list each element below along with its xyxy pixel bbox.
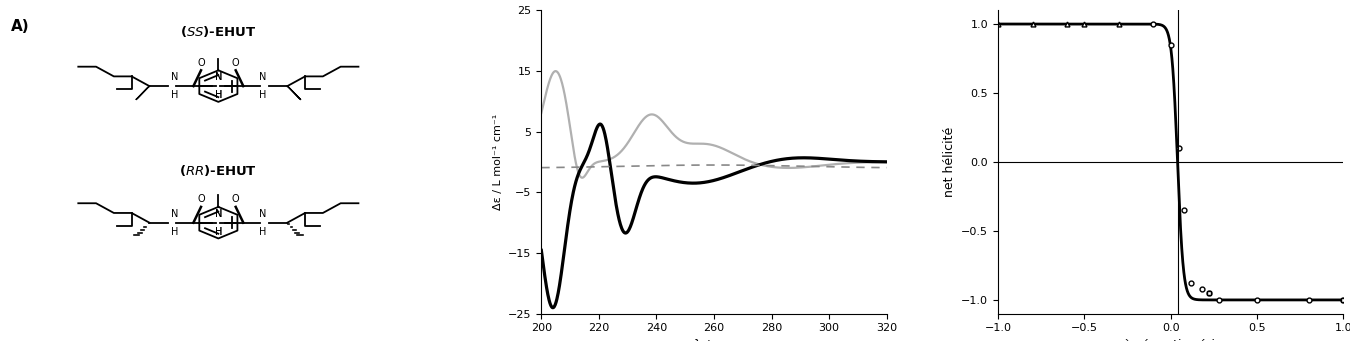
Text: N: N [215,209,221,219]
X-axis label: excès énantioмérique: excès énantioмérique [1103,339,1239,341]
Text: ($\mathit{RR}$)-EHUT: ($\mathit{RR}$)-EHUT [180,163,258,178]
Text: N: N [215,72,221,82]
X-axis label: λ / nm: λ / nm [694,339,734,341]
Polygon shape [288,86,301,100]
Text: H: H [170,90,178,100]
Text: N: N [215,72,221,82]
Text: C): C) [922,0,940,1]
Text: H: H [215,227,221,237]
Text: ($\mathit{SS}$)-EHUT: ($\mathit{SS}$)-EHUT [180,24,256,39]
Text: A): A) [11,19,30,34]
Polygon shape [136,86,150,100]
Text: H: H [259,227,266,237]
Text: O: O [232,194,239,205]
Text: O: O [197,194,205,205]
Y-axis label: Δε / L mol⁻¹ cm⁻¹: Δε / L mol⁻¹ cm⁻¹ [493,114,502,210]
Text: H: H [215,90,221,100]
Text: H: H [170,227,178,237]
Text: H: H [215,90,221,100]
Y-axis label: net hélicité: net hélicité [942,127,956,197]
Text: N: N [215,209,221,219]
Text: O: O [232,58,239,68]
Text: N: N [259,209,266,219]
Text: H: H [215,227,221,237]
Text: B): B) [466,0,483,1]
Text: O: O [197,58,205,68]
Text: H: H [259,90,266,100]
Text: N: N [170,209,178,219]
Text: N: N [170,72,178,82]
Text: N: N [259,72,266,82]
